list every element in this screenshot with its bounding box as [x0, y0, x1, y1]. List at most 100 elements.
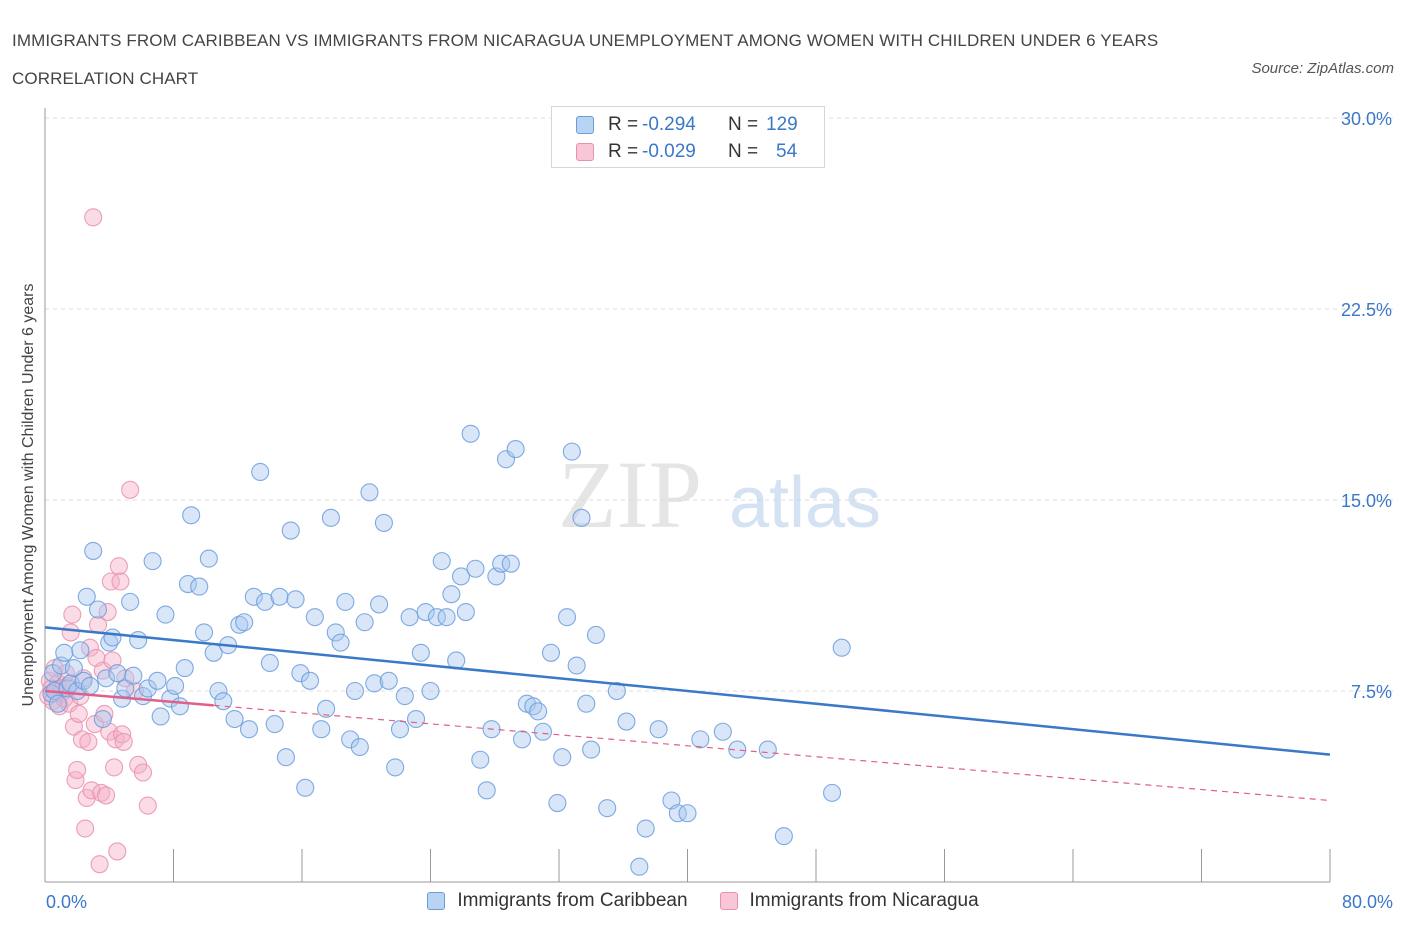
caribbean-point — [194, 623, 214, 642]
caribbean-point — [466, 559, 485, 578]
caribbean-trend-line — [44, 626, 1331, 756]
caribbean-point — [138, 679, 157, 698]
nicaragua-point — [79, 732, 98, 751]
nicaragua-point — [111, 572, 130, 591]
caribbean-point — [668, 804, 687, 823]
caribbean-point — [239, 720, 259, 739]
caribbean-point — [562, 442, 581, 461]
caribbean-point — [406, 709, 426, 729]
nicaragua-points — [39, 208, 157, 874]
nicaragua-point — [105, 758, 124, 777]
caribbean-point — [166, 676, 185, 695]
caribbean-point — [442, 585, 461, 604]
legend-row-caribbean: R = -0.294 N = 129 — [576, 113, 798, 137]
caribbean-point — [350, 737, 369, 757]
x-tick-label: 0.0% — [46, 892, 87, 912]
caribbean-point — [124, 666, 143, 685]
caribbean-point — [832, 638, 851, 657]
caribbean-point — [291, 664, 310, 683]
series-swatch-pink — [719, 892, 738, 910]
caribbean-point — [411, 643, 430, 662]
series-label-nicaragua: Immigrants from Nicaragua — [749, 890, 979, 911]
caribbean-point — [427, 608, 446, 627]
nicaragua-point — [121, 480, 140, 499]
caribbean-point — [121, 592, 140, 611]
watermark-atlas: atlas — [729, 463, 881, 543]
caribbean-point — [256, 592, 275, 611]
nicaragua-point — [109, 557, 128, 576]
axes: 7.5% 15.0% 22.5% 30.0% 0.0% 80.0% — [44, 108, 1393, 912]
caribbean-point — [300, 671, 320, 690]
caribbean-point — [71, 641, 90, 660]
nicaragua-point — [84, 208, 103, 227]
caribbean-point — [390, 720, 410, 739]
caribbean-point — [296, 778, 315, 797]
caribbean-point — [42, 684, 61, 703]
caribbean-point — [281, 521, 300, 540]
caribbean-point — [48, 694, 67, 713]
legend-row-nicaragua: R = -0.029 N = 54 — [576, 140, 797, 164]
caribbean-point — [199, 549, 218, 568]
nicaragua-point — [76, 819, 95, 838]
y-tick-label: 15.0% — [1341, 491, 1392, 511]
caribbean-point — [321, 508, 340, 527]
nicaragua-point — [114, 732, 133, 751]
caribbean-point — [607, 681, 626, 701]
caribbean-point — [108, 664, 127, 683]
caribbean-point — [365, 674, 384, 693]
caribbean-point — [678, 804, 697, 823]
caribbean-point — [506, 440, 525, 459]
caribbean-point — [395, 687, 414, 706]
caribbean-point — [416, 603, 435, 622]
caribbean-point — [533, 722, 552, 741]
chart-title: IMMIGRANTS FROM CARIBBEAN VS IMMIGRANTS … — [12, 31, 1159, 88]
caribbean-point — [96, 669, 116, 688]
caribbean-point — [182, 506, 201, 525]
caribbean-point — [336, 592, 355, 611]
caribbean-point — [432, 552, 451, 571]
caribbean-point — [636, 819, 655, 838]
caribbean-point — [492, 554, 511, 573]
caribbean-point — [598, 799, 617, 818]
legend-n-label: N = — [728, 114, 759, 135]
caribbean-point — [341, 730, 360, 749]
caribbean-point — [77, 587, 96, 606]
legend-r-label: R = — [608, 114, 639, 135]
caribbean-point — [437, 608, 456, 627]
legend-r-value: -0.294 — [642, 114, 696, 135]
y-axis-title-group: Unemployment Among Women with Children U… — [20, 283, 37, 706]
caribbean-point — [477, 781, 496, 800]
caribbean-point — [170, 697, 189, 716]
legend-r-label: R = — [608, 141, 639, 162]
caribbean-point — [209, 681, 228, 701]
caribbean-point — [400, 608, 419, 627]
nicaragua-point — [101, 572, 120, 591]
y-axis-title: Unemployment Among Women with Children U… — [20, 283, 37, 706]
caribbean-point — [270, 587, 289, 606]
source-label: Source: ZipAtlas.com — [1251, 60, 1394, 77]
nicaragua-trend-line — [44, 689, 214, 707]
caribbean-point — [386, 758, 405, 777]
series-label-caribbean: Immigrants from Caribbean — [457, 890, 688, 911]
nicaragua-point — [108, 842, 127, 861]
caribbean-point — [225, 709, 244, 729]
legend-n-value: 54 — [776, 141, 798, 162]
caribbean-point — [151, 707, 170, 726]
caribbean-point — [553, 748, 572, 767]
caribbean-point — [178, 574, 198, 594]
caribbean-point — [235, 613, 254, 632]
nicaragua-point — [90, 855, 109, 874]
legend-r-value: -0.029 — [642, 141, 696, 162]
series-legend: Immigrants from Caribbean Immigrants fro… — [0, 890, 1406, 912]
nicaragua-point — [96, 786, 116, 805]
caribbean-point — [360, 483, 379, 502]
caribbean-point — [758, 740, 777, 759]
series-swatch-blue — [427, 892, 446, 910]
caribbean-point — [276, 748, 295, 767]
caribbean-point — [345, 681, 365, 701]
caribbean-point — [55, 643, 74, 662]
caribbean-point — [374, 513, 393, 532]
series-legend-caribbean: Immigrants from Caribbean — [427, 890, 688, 912]
series-legend-nicaragua: Immigrants from Nicaragua — [719, 890, 979, 912]
